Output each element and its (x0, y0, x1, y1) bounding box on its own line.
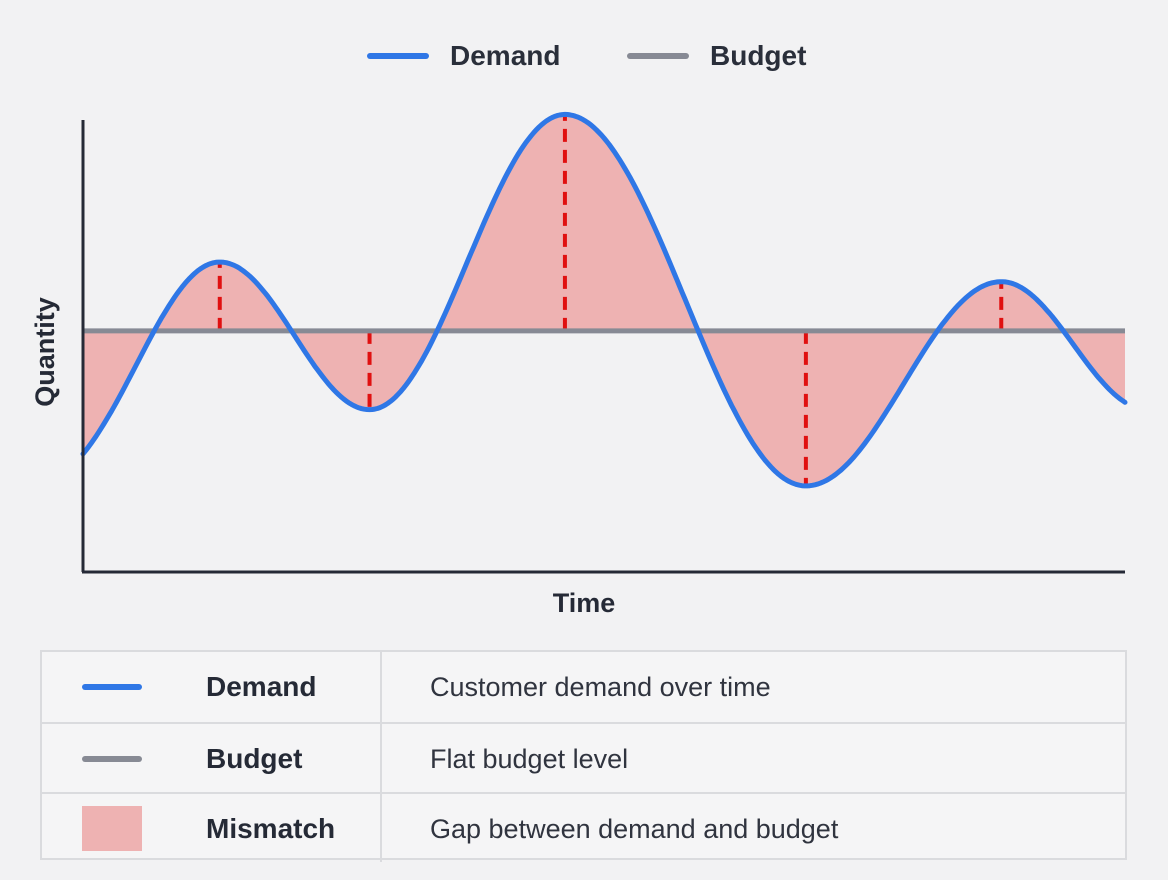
demand-budget-chart: Demand Budget Time Quantity (30, 40, 1128, 618)
demand-line (80, 111, 1128, 489)
key-table: Demand Customer demand over time Budget … (40, 650, 1127, 862)
key-row-mismatch: Mismatch Gap between demand and budget (42, 792, 1125, 862)
key-budget-swatch (82, 756, 142, 762)
key-budget-name: Budget (206, 743, 303, 774)
gap-markers (217, 114, 1004, 486)
chart-legend: Demand Budget (367, 40, 806, 71)
key-budget-description: Flat budget level (430, 744, 629, 774)
key-row-demand: Demand Customer demand over time (42, 652, 1125, 722)
legend-budget-label: Budget (710, 40, 806, 71)
mismatch-area (83, 114, 1125, 486)
key-divider (380, 724, 382, 792)
key-mismatch-description: Gap between demand and budget (430, 814, 839, 844)
key-demand-name: Demand (206, 671, 317, 702)
key-divider (380, 794, 382, 862)
y-axis-label: Quantity (30, 297, 60, 407)
key-mismatch-name: Mismatch (206, 813, 336, 844)
legend-demand-label: Demand (450, 40, 560, 71)
key-divider (380, 652, 382, 722)
key-demand-description: Customer demand over time (430, 672, 771, 702)
key-mismatch-swatch (82, 806, 142, 851)
key-demand-swatch (82, 684, 142, 690)
key-row-budget: Budget Flat budget level (42, 722, 1125, 792)
x-axis-label: Time (553, 588, 616, 618)
